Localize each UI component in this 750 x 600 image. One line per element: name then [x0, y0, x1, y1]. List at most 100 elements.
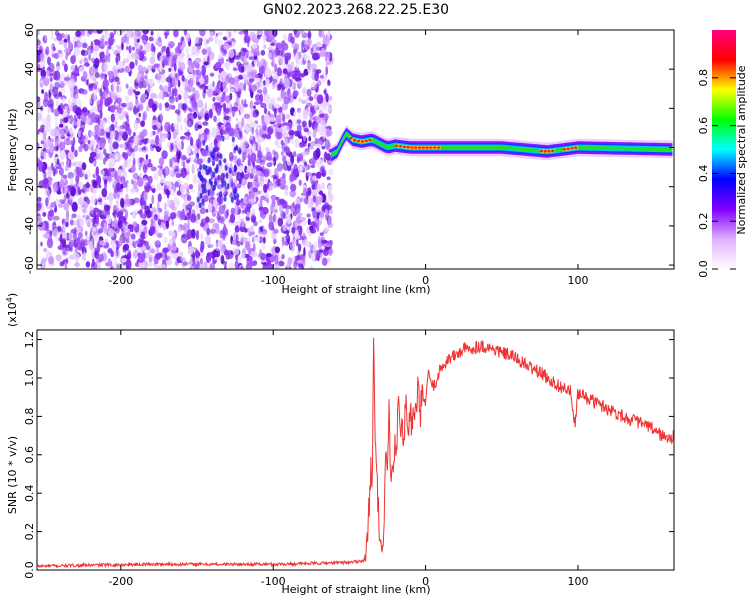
- noise-speck: [296, 225, 303, 231]
- noise-speck: [79, 66, 86, 73]
- noise-speck: [296, 156, 300, 164]
- noise-speck: [118, 236, 123, 247]
- noise-speck: [67, 97, 71, 108]
- noise-speck: [246, 211, 251, 217]
- noise-speck: [99, 43, 106, 48]
- noise-speck: [174, 72, 178, 79]
- noise-speck: [164, 102, 170, 108]
- noise-speck: [185, 32, 191, 43]
- noise-speck: [174, 46, 181, 57]
- noise-speck: [75, 30, 81, 37]
- noise-speck: [271, 198, 276, 208]
- noise-speck: [268, 185, 275, 191]
- noise-speck: [278, 106, 283, 113]
- noise-speck: [125, 198, 132, 207]
- noise-speck: [71, 162, 77, 167]
- noise-speck: [111, 114, 115, 123]
- noise-speck: [290, 154, 295, 164]
- noise-speck: [236, 175, 239, 181]
- noise-speck: [316, 94, 324, 105]
- snr-plot-area: [37, 330, 674, 570]
- noise-speck: [310, 141, 314, 148]
- noise-speck: [307, 33, 312, 38]
- noise-speck: [58, 203, 64, 209]
- noise-speck: [148, 36, 154, 42]
- snr-x-tick-label: 0: [422, 575, 429, 588]
- noise-speck: [191, 62, 196, 69]
- noise-speck: [94, 233, 100, 244]
- noise-speck: [234, 221, 241, 228]
- noise-speck: [67, 171, 74, 180]
- noise-speck: [172, 122, 179, 128]
- noise-speck: [216, 108, 221, 116]
- spectrogram-x-axis-label: Height of straight line (km): [281, 283, 430, 296]
- noise-speck: [286, 215, 292, 225]
- noise-speck: [86, 199, 91, 205]
- noise-speck: [146, 261, 153, 267]
- noise-speck: [125, 83, 129, 89]
- noise-speck: [110, 130, 116, 140]
- noise-speck: [82, 71, 88, 80]
- noise-speck: [194, 36, 202, 45]
- noise-speck: [265, 151, 272, 162]
- snr-y-tick-label: 0.4: [23, 484, 36, 502]
- noise-speck: [284, 188, 289, 196]
- noise-speck: [159, 91, 164, 99]
- noise-speck: [224, 133, 230, 141]
- noise-speck: [162, 58, 169, 66]
- noise-speck: [80, 115, 87, 122]
- noise-speck: [49, 82, 53, 93]
- noise-speck: [141, 93, 148, 99]
- signal-peak-red: [570, 147, 574, 150]
- noise-speck: [243, 126, 250, 132]
- colorbar-tick-label: 0.4: [697, 165, 710, 183]
- noise-speck: [60, 160, 64, 168]
- noise-speck: [184, 213, 190, 221]
- noise-speck: [131, 164, 136, 173]
- noise-speck: [259, 208, 264, 218]
- noise-speck: [240, 236, 248, 243]
- noise-speck: [256, 61, 263, 68]
- noise-speck: [259, 227, 263, 232]
- noise-speck: [168, 230, 174, 237]
- noise-speck: [233, 247, 240, 256]
- noise-speck: [271, 230, 275, 240]
- noise-speck: [310, 164, 316, 169]
- noise-speck: [292, 201, 295, 209]
- noise-speck: [167, 131, 172, 141]
- snr-y-axis-label: SNR (10 * v/v): [6, 436, 19, 514]
- noise-streak: [202, 139, 206, 146]
- noise-speck: [262, 230, 268, 236]
- noise-speck: [315, 115, 319, 124]
- noise-speck: [290, 240, 296, 251]
- noise-speck: [143, 226, 148, 234]
- colorbar-tick-label: 0.2: [697, 212, 710, 230]
- noise-speck: [43, 54, 48, 59]
- noise-speck: [242, 47, 247, 53]
- noise-speck: [125, 46, 129, 51]
- noise-speck: [313, 241, 318, 250]
- noise-speck: [256, 89, 263, 94]
- noise-speck: [181, 156, 188, 161]
- noise-speck: [68, 239, 75, 247]
- noise-speck: [243, 250, 246, 257]
- spectrogram-y-tick-label: 0: [23, 144, 36, 151]
- noise-speck: [268, 264, 274, 269]
- noise-speck: [169, 212, 177, 220]
- noise-speck: [191, 163, 195, 175]
- noise-speck: [195, 62, 200, 69]
- noise-speck: [81, 108, 88, 113]
- noise-speck: [148, 158, 152, 164]
- noise-speck: [303, 68, 309, 76]
- noise-speck: [220, 172, 226, 183]
- noise-speck: [192, 174, 198, 184]
- noise-speck: [191, 150, 194, 156]
- noise-speck: [75, 174, 80, 185]
- noise-speck: [116, 85, 119, 93]
- noise-speck: [278, 81, 283, 87]
- noise-speck: [166, 46, 170, 57]
- noise-speck: [146, 139, 153, 144]
- noise-speck: [319, 74, 325, 79]
- noise-speck: [293, 30, 297, 35]
- noise-speck: [270, 100, 276, 106]
